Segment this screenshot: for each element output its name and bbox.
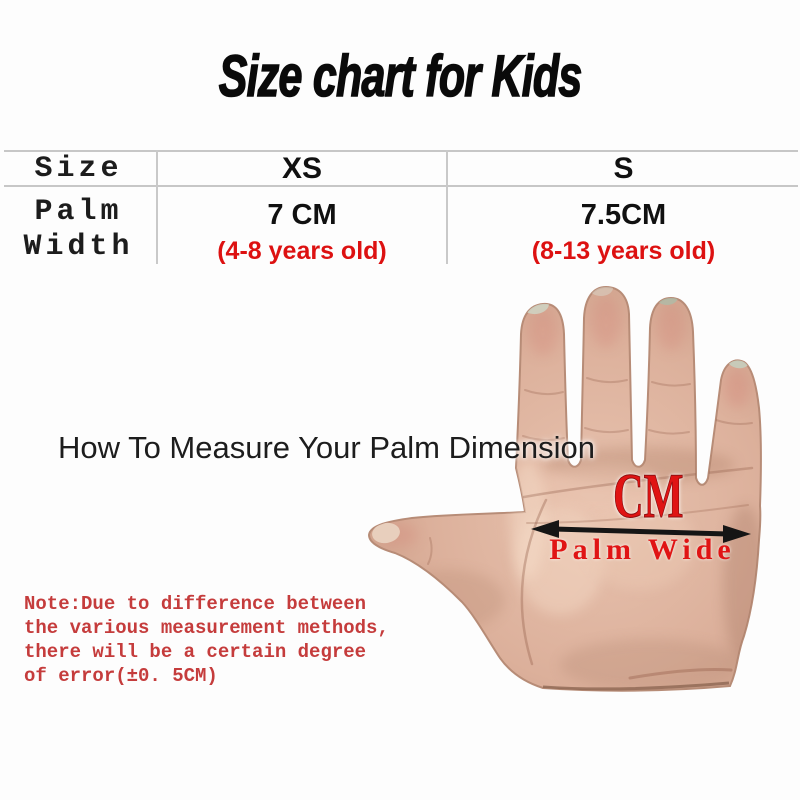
ring-nail (656, 289, 678, 305)
middle-nail (589, 287, 613, 296)
palm-width-arrow (531, 520, 751, 543)
measure-heading: How To Measure Your Palm Dimension (58, 430, 596, 465)
note-line-3: there will be a certain degree (24, 641, 367, 663)
note-line-2: the various measurement methods, (24, 617, 389, 639)
note-line-4: of error(±0. 5CM) (24, 665, 218, 687)
page-title-wrap: Size chart for Kids (0, 43, 800, 110)
page-title: Size chart for Kids (218, 43, 583, 110)
table-top-line (4, 150, 798, 152)
table-vertical-line-2 (446, 150, 448, 264)
measurement-note: Note:Due to difference between the vario… (24, 592, 389, 688)
s-palm-width-value: 7.5CM (580, 199, 667, 231)
row-label-width: Width (23, 230, 134, 264)
size-s: S (613, 152, 634, 185)
note-line-1: Note:Due to difference between (24, 593, 367, 615)
s-age-range: (8-13 years old) (531, 237, 716, 265)
table-middle-line (4, 185, 798, 187)
xs-palm-width-value: 7 CM (267, 199, 337, 231)
size-xs: XS (281, 152, 323, 185)
row-label-size: Size (34, 152, 123, 186)
unit-label: CM (583, 460, 713, 531)
table-vertical-line-1 (156, 150, 158, 264)
unit-label-text: CM (612, 460, 684, 531)
palm-wide-label: Palm Wide (549, 533, 736, 566)
xs-age-range: (4-8 years old) (217, 237, 387, 265)
thumb-nail (372, 522, 400, 544)
row-label-palm: Palm (34, 195, 123, 229)
